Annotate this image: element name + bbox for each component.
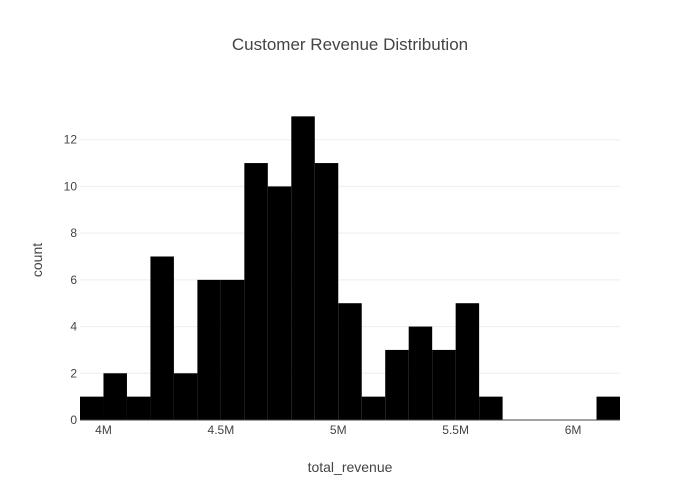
histogram-bar (220, 279, 245, 420)
x-axis-ticks: 4M 4.5M 5M 5.5M 6M (95, 423, 581, 437)
y-tick-label: 4 (70, 320, 77, 334)
y-tick-label: 8 (70, 226, 77, 240)
chart-title: Customer Revenue Distribution (232, 35, 468, 54)
histogram-bar (80, 396, 104, 420)
histogram-bar (385, 349, 409, 420)
y-tick-label: 12 (64, 133, 78, 147)
y-tick-label: 2 (70, 366, 77, 380)
histogram-bar (244, 163, 268, 421)
histogram-bar (126, 396, 151, 420)
x-tick-label: 5.5M (442, 423, 469, 437)
histogram-bar (197, 279, 221, 420)
y-axis-ticks: 0 2 4 6 8 10 12 (64, 133, 78, 427)
histogram-bar (150, 256, 174, 420)
histogram-bar (314, 163, 339, 421)
y-axis-title: count (29, 243, 45, 277)
y-tick-label: 0 (70, 413, 77, 427)
histogram-bar (408, 326, 433, 420)
histogram-bar (361, 396, 386, 420)
y-tick-label: 6 (70, 273, 77, 287)
histogram-bar (479, 396, 503, 420)
x-tick-label: 6M (565, 423, 582, 437)
x-tick-label: 4.5M (208, 423, 235, 437)
histogram-bar (291, 116, 315, 420)
y-tick-label: 10 (64, 179, 78, 193)
x-tick-label: 4M (95, 423, 112, 437)
x-tick-label: 5M (330, 423, 347, 437)
histogram-bar (432, 349, 456, 420)
bars-layer (80, 116, 620, 421)
histogram-bar (455, 303, 480, 420)
x-axis-title: total_revenue (308, 459, 393, 475)
histogram-bar (596, 396, 620, 420)
histogram-bar (338, 303, 362, 420)
histogram-bar (267, 186, 292, 420)
histogram-bar (173, 373, 198, 420)
histogram-bar (103, 373, 127, 420)
